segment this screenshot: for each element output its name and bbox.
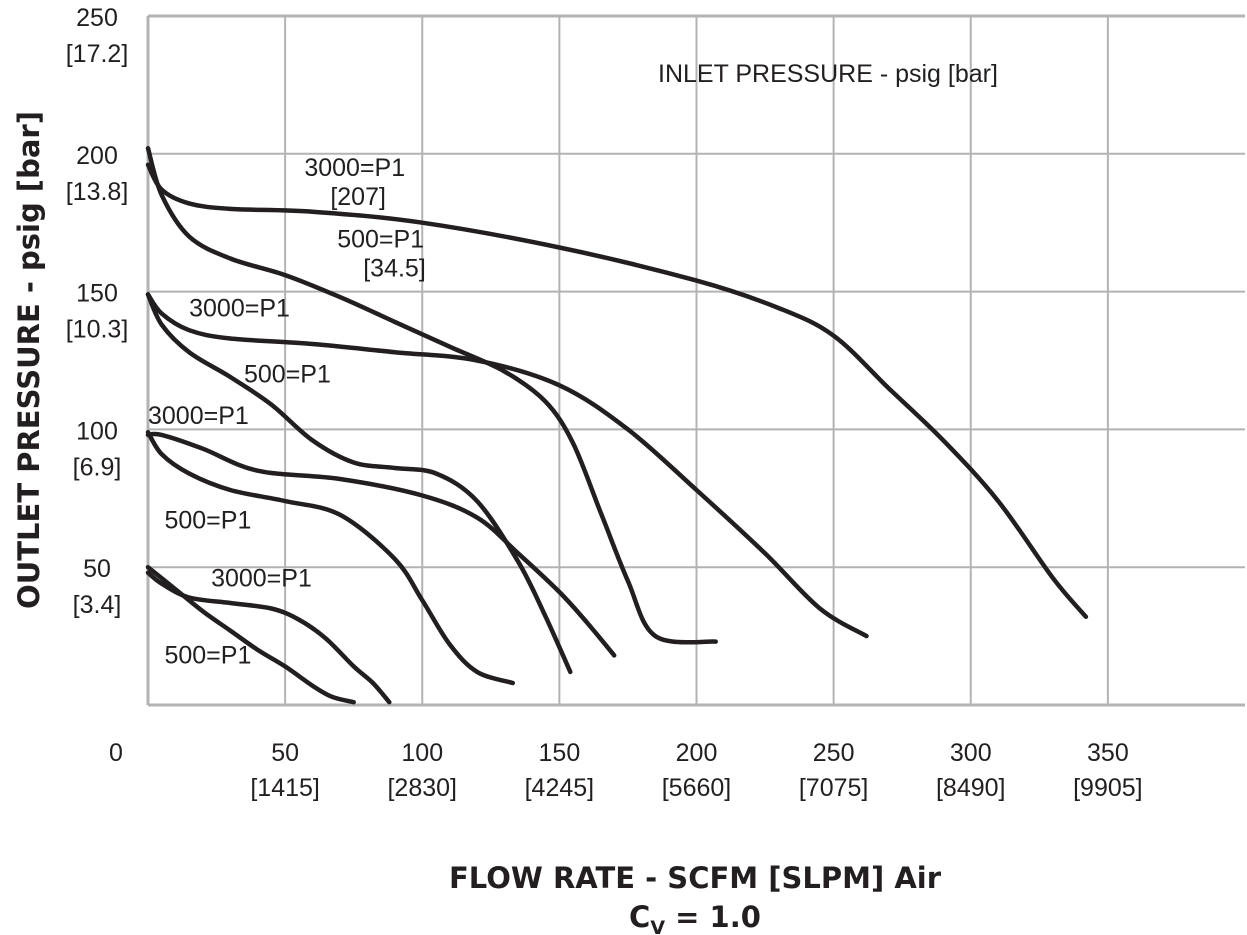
series-label-4: 500=P1 [244, 361, 331, 389]
series-curve-3 [145, 292, 869, 639]
cv-label: CV = 1.0 [629, 900, 761, 935]
y-tick-sublabel: [10.3] [66, 316, 129, 344]
series-label-7: 3000=P1 [211, 564, 312, 592]
cv-value: = 1.0 [665, 900, 761, 934]
y-tick-label: 50 [83, 555, 111, 583]
x-tick-label: 150 [539, 739, 581, 767]
curve-labels: 3000=P1[207]500=P1[34.5]3000=P1500=P1300… [148, 154, 426, 670]
x-tick-label: 200 [676, 739, 718, 767]
series-label-1: 3000=P1 [304, 154, 405, 182]
x-tick-sublabel: [8490] [936, 774, 1006, 802]
x-tick-label: 300 [950, 739, 992, 767]
series-curve-2 [145, 146, 718, 645]
series-label-2: 500=P1 [337, 226, 424, 254]
x-tick-label: 100 [401, 739, 443, 767]
inlet-pressure-annotation: INLET PRESSURE - psig [bar] [658, 60, 998, 88]
y-tick-sublabel: [13.8] [66, 178, 129, 206]
chart-curves [145, 146, 1089, 705]
series-label-2: [34.5] [363, 255, 426, 283]
x-tick-label: 350 [1087, 739, 1129, 767]
x-axis-ticks: 0 50 [1415] 100 [2830] 150 [4245] 200 [5660] 250 [… [109, 739, 1143, 802]
x-tick-sublabel: [5660] [662, 774, 732, 802]
x-tick-sublabel: [2830] [387, 774, 457, 802]
x-tick-sublabel: [7075] [799, 774, 869, 802]
y-tick-sublabel: [6.9] [73, 453, 122, 481]
y-axis-ticks: 250 [17.2] 200 [13.8] 150 [10.3] 100 [6.9] 50 [3.… [66, 4, 129, 619]
x-tick-label: 0 [109, 739, 123, 767]
series-label-6: 500=P1 [164, 507, 251, 535]
series-curve-7 [145, 570, 392, 705]
y-tick-sublabel: [3.4] [73, 591, 122, 619]
y-tick-label: 150 [76, 280, 118, 308]
x-tick-label: 250 [813, 739, 855, 767]
series-label-1: [207] [330, 183, 386, 211]
y-tick-label: 250 [76, 4, 118, 32]
y-axis-title: OUTLET PRESSURE - psig [bar] [12, 111, 46, 609]
series-curve-4 [145, 292, 573, 675]
x-tick-label: 50 [271, 739, 299, 767]
series-label-3: 3000=P1 [189, 294, 290, 322]
x-axis-title: FLOW RATE - SCFM [SLPM] Air [449, 861, 942, 895]
y-tick-label: 100 [76, 417, 118, 445]
series-curve-6 [145, 429, 516, 686]
series-label-8: 500=P1 [164, 642, 251, 670]
chart-grid [146, 14, 1245, 707]
series-curve-1 [145, 162, 1089, 620]
series-label-5: 3000=P1 [148, 402, 249, 430]
y-tick-sublabel: [17.2] [66, 40, 129, 68]
series-curve-8 [145, 564, 356, 705]
cv-c: C [629, 900, 650, 934]
y-tick-label: 200 [76, 142, 118, 170]
x-tick-sublabel: [1415] [250, 774, 320, 802]
cv-sub: V [650, 917, 665, 935]
x-tick-sublabel: [4245] [525, 774, 595, 802]
series-curve-5 [145, 431, 617, 658]
x-tick-sublabel: [9905] [1073, 774, 1143, 802]
